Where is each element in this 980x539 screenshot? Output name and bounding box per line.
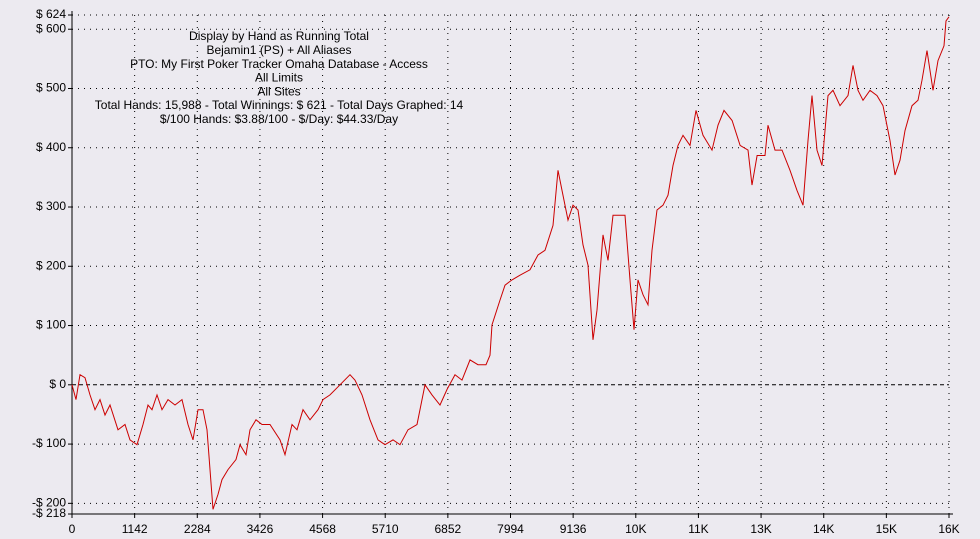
y-tick-label: $ 200: [36, 258, 66, 272]
x-tick-label: 16K: [938, 522, 959, 536]
y-tick-label: $ 500: [36, 81, 66, 95]
x-tick-label: 7994: [497, 522, 524, 536]
x-tick-label: 5710: [372, 522, 399, 536]
y-tick-label: -$ 218: [32, 506, 66, 520]
y-tick-label: $ 600: [36, 21, 66, 35]
annotation: Total Hands: 15,988 - Total Winnings: $ …: [95, 98, 464, 112]
annotation: All Limits: [255, 71, 303, 85]
line-series: [71, 16, 950, 510]
x-tick-label: 15K: [876, 522, 897, 536]
x-tick-label: 14K: [813, 522, 834, 536]
x-tick-label: 0: [69, 522, 76, 536]
x-tick-label: 10K: [625, 522, 646, 536]
x-tick-label: 4568: [309, 522, 336, 536]
y-tick-label: $ 0: [49, 377, 66, 391]
annotation: Display by Hand as Running Total: [189, 29, 369, 43]
x-tick-label: 6852: [435, 522, 462, 536]
y-tick-label: $ 624: [36, 7, 66, 21]
x-tick-label: 13K: [750, 522, 771, 536]
y-tick-label: $ 100: [36, 318, 66, 332]
x-tick-label: 1142: [122, 522, 148, 536]
x-tick-label: 11K: [688, 522, 708, 536]
annotation: $/100 Hands: $3.88/100 - $/Day: $44.33/D…: [160, 112, 398, 126]
y-tick-label: -$ 200: [32, 496, 66, 510]
x-tick-label: 2284: [184, 522, 211, 536]
x-tick-label: 9136: [560, 522, 587, 536]
y-tick-label: -$ 100: [32, 436, 66, 450]
annotation: PTO: My First Poker Tracker Omaha Databa…: [130, 57, 428, 71]
x-tick-label: 3426: [247, 522, 274, 536]
annotation: Bejamin1 (PS) + All Aliases: [206, 43, 351, 57]
annotation: All Sites: [257, 84, 300, 98]
y-tick-label: $ 300: [36, 199, 66, 213]
y-tick-label: $ 400: [36, 140, 66, 154]
